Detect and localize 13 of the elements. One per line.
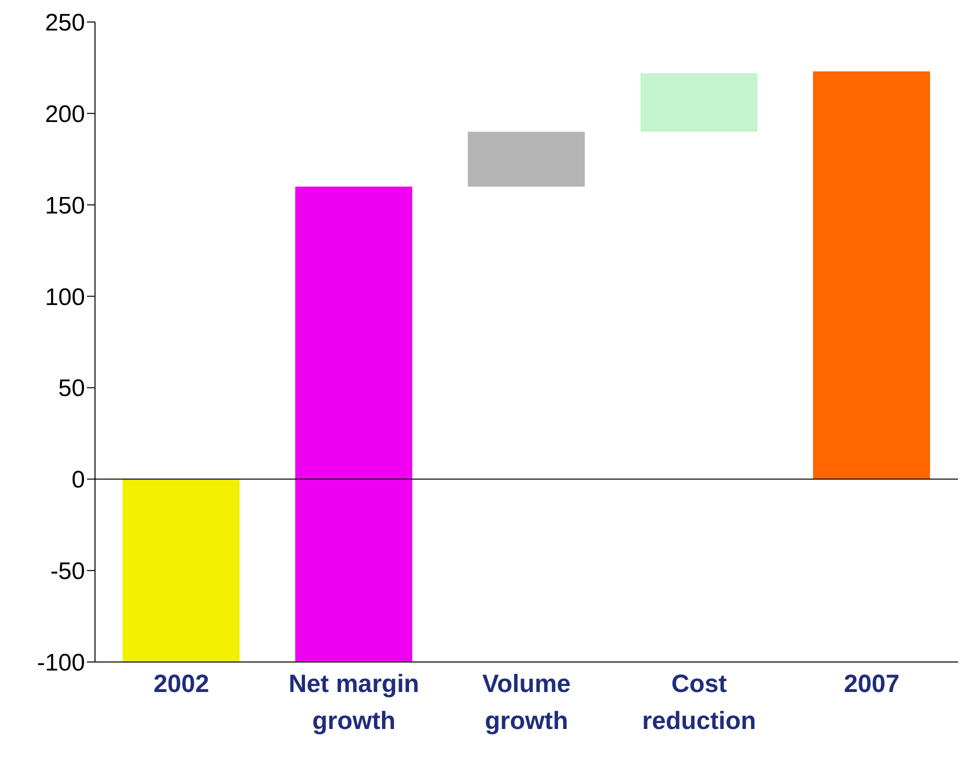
x-tick-label: 2002 [153, 670, 210, 698]
y-tick-label: 150 [44, 192, 85, 220]
x-tick-label: Net margin growth [288, 670, 420, 735]
y-tick-label: 250 [44, 10, 85, 37]
x-tick-label: Volume growth [482, 670, 571, 735]
y-tick-label: 0 [72, 466, 85, 494]
y-tick-label: 100 [44, 284, 85, 311]
y-tick-label: 50 [58, 375, 85, 402]
x-tick-label: 2007 [844, 670, 900, 698]
y-tick-label: 200 [44, 100, 85, 128]
y-tick-label: -100 [36, 650, 85, 677]
y-tick-label: -50 [50, 558, 85, 586]
x-tick-label: Cost reduction [642, 670, 756, 735]
